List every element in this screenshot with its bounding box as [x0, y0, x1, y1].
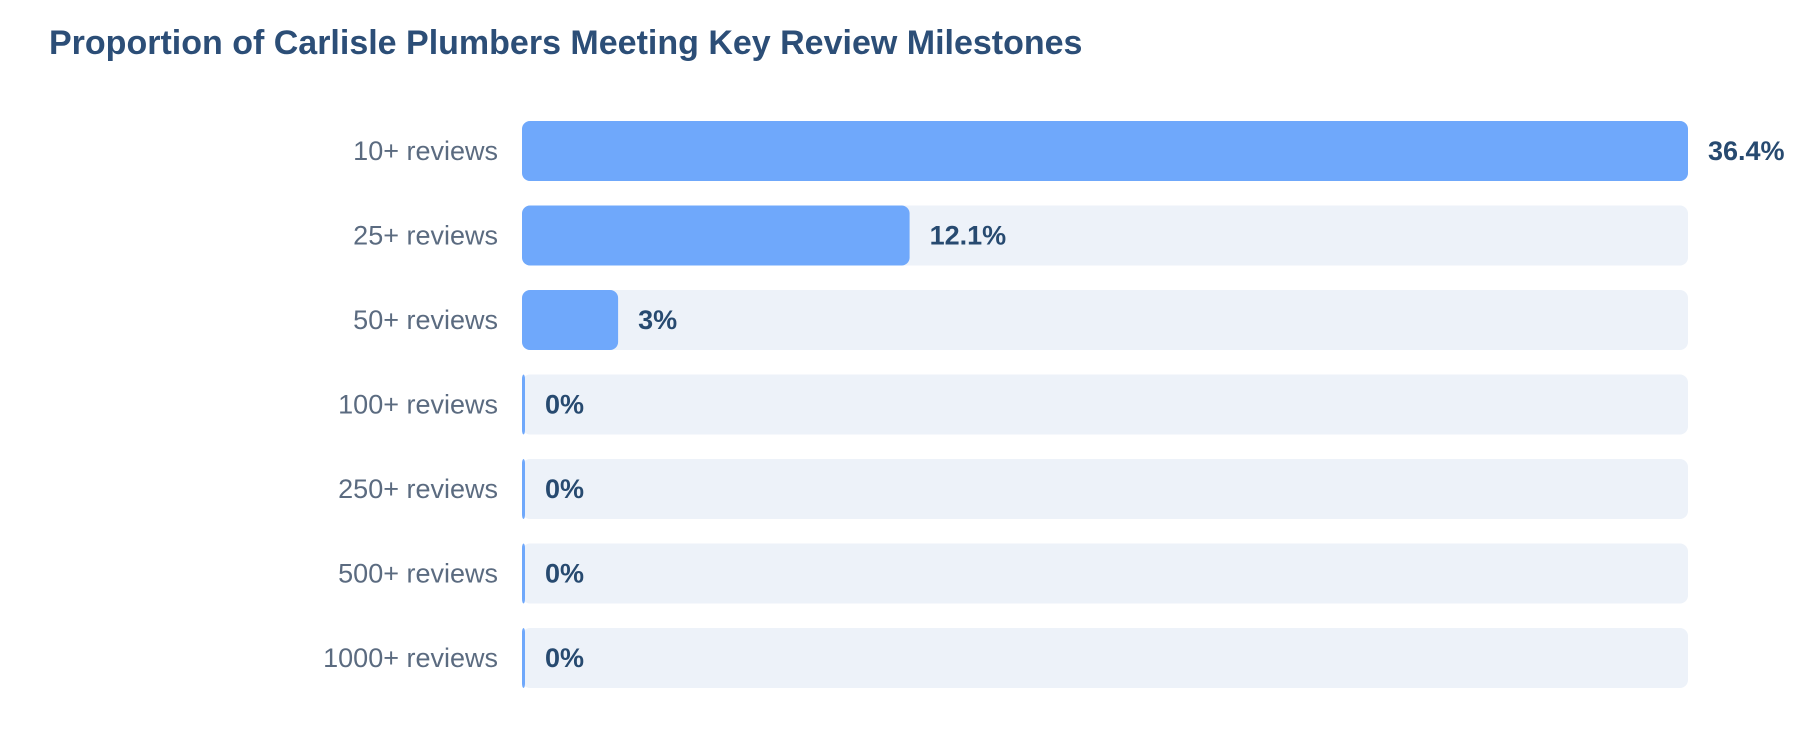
- category-label: 500+ reviews: [338, 559, 498, 589]
- value-label: 0%: [545, 390, 584, 420]
- value-label: 0%: [545, 559, 584, 589]
- chart-title: Proportion of Carlisle Plumbers Meeting …: [49, 24, 1083, 62]
- category-label: 100+ reviews: [338, 390, 498, 420]
- value-label: 36.4%: [1708, 136, 1785, 166]
- value-label: 0%: [545, 643, 584, 673]
- category-label: 10+ reviews: [353, 136, 498, 166]
- bar: [522, 374, 525, 435]
- bar-row: 100+ reviews 0%: [338, 374, 1688, 435]
- bar-row: 10+ reviews 36.4%: [353, 121, 1785, 181]
- bar: [522, 290, 619, 350]
- bar-track: [522, 290, 1688, 350]
- value-label: 3%: [638, 305, 677, 335]
- bar: [522, 205, 910, 266]
- bar-row: 500+ reviews 0%: [338, 543, 1688, 604]
- bar-row: 250+ reviews 0%: [338, 459, 1688, 519]
- bar-row: 50+ reviews 3%: [353, 290, 1688, 350]
- category-label: 250+ reviews: [338, 474, 498, 504]
- category-label: 50+ reviews: [353, 305, 498, 335]
- value-label: 0%: [545, 474, 584, 504]
- bar: [522, 459, 525, 519]
- value-label: 12.1%: [930, 221, 1007, 251]
- bar-row: 25+ reviews 12.1%: [353, 205, 1688, 266]
- bar-row: 1000+ reviews 0%: [323, 628, 1688, 688]
- category-label: 25+ reviews: [353, 221, 498, 251]
- bar: [522, 628, 525, 688]
- category-label: 1000+ reviews: [323, 643, 498, 673]
- bar-track: [522, 459, 1688, 519]
- bar: [522, 121, 1688, 181]
- bar-track: [522, 543, 1688, 604]
- bar-track: [522, 374, 1688, 435]
- bar: [522, 543, 525, 604]
- bar-track: [522, 628, 1688, 688]
